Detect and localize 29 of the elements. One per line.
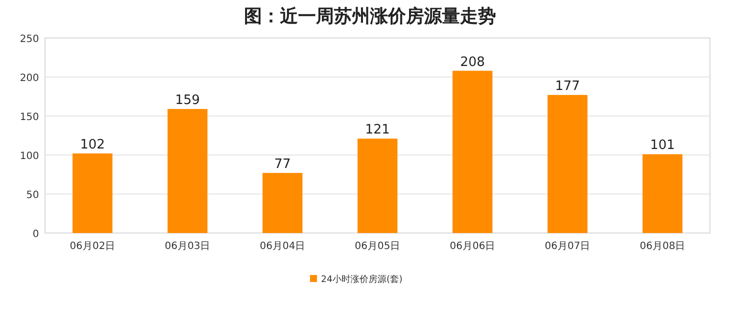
bar [358,138,398,233]
x-tick-label: 06月04日 [260,241,306,252]
data-label: 101 [650,138,675,154]
data-label: 159 [175,92,200,108]
data-label: 77 [274,156,291,172]
y-tick-label: 250 [20,34,39,45]
y-tick-label: 0 [32,229,39,240]
chart-title: 图：近一周苏州涨价房源量走势 [244,6,496,27]
bar [262,172,302,233]
bar [452,70,492,233]
data-label: 177 [555,78,580,94]
data-label: 102 [80,137,105,152]
bar [548,94,588,233]
x-tick-label: 06月08日 [640,241,686,252]
data-label: 121 [365,122,390,138]
x-tick-label: 06月03日 [164,241,210,252]
y-tick-label: 200 [20,73,39,84]
bar [168,108,208,233]
bar [642,154,682,233]
y-tick-label: 100 [20,151,39,162]
x-tick-label: 06月06日 [450,241,496,252]
x-tick-label: 06月07日 [544,241,590,252]
bar [72,153,112,233]
legend-label: 24小时涨价房源(套) [321,274,402,285]
y-tick-label: 50 [26,190,39,201]
data-label: 208 [460,54,485,70]
x-tick-label: 06月02日 [70,241,116,252]
y-tick-label: 150 [20,112,39,123]
x-tick-label: 06月05日 [354,241,400,252]
